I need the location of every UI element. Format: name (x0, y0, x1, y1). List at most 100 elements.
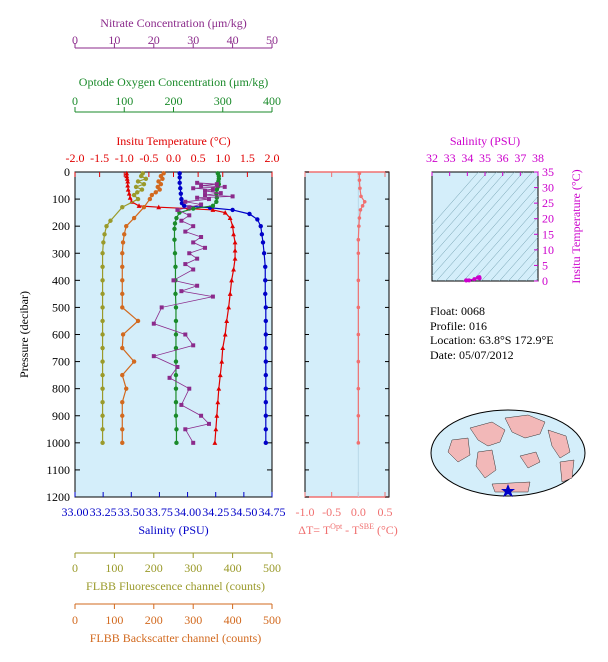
oxygen-data-point (174, 440, 179, 446)
oxygen-tick-label: 0 (72, 94, 78, 108)
salinity-tick-label: 34.25 (202, 505, 229, 519)
salinity-data-point (263, 278, 268, 283)
fluorescence-data-point (135, 196, 141, 202)
ts-density-contour (508, 247, 538, 281)
nitrate-tick-label: 10 (108, 33, 120, 47)
world-map-land (491, 481, 531, 493)
backscatter-tick-label: 400 (224, 613, 242, 627)
backscatter-data-point (149, 192, 155, 198)
fluorescence-axis-label: FLBB Fluorescence channel (counts) (86, 579, 265, 593)
temperature-tick-label: -1.0 (115, 151, 134, 165)
ts-salinity-tick-label: 35 (479, 151, 491, 165)
temperature-data-point (227, 215, 233, 221)
oxygen-data-point (173, 291, 178, 297)
salinity-data-point (259, 232, 265, 237)
fluorescence-tick-label: 0 (72, 561, 78, 575)
salinity-data-point (178, 191, 184, 196)
salinity-axis-label: Salinity (PSU) (138, 523, 208, 537)
fluorescence-data-point (100, 413, 105, 418)
temperature-series-line (126, 173, 236, 443)
pressure-tick-label: 300 (52, 246, 70, 260)
fluorescence-data-point (138, 173, 144, 179)
backscatter-data-point (120, 345, 125, 351)
delta-t-data-point (362, 199, 367, 204)
nitrate-data-point (195, 180, 200, 185)
temperature-data-point (232, 247, 238, 253)
delta-t-data-point (358, 186, 362, 191)
temperature-data-point (125, 178, 131, 184)
ts-density-contour (432, 172, 515, 267)
world-map-land (504, 414, 546, 439)
delta-t-data-point (356, 359, 361, 364)
oxygen-tick-label: 400 (263, 94, 281, 108)
temperature-tick-label: -1.5 (90, 151, 109, 165)
pressure-tick-label: 500 (52, 300, 70, 314)
nitrate-tick-label: 0 (72, 33, 78, 47)
fluorescence-data-point (100, 332, 105, 337)
ts-salinity-tick-label: 32 (426, 151, 438, 165)
temperature-data-point (215, 399, 221, 405)
ts-salinity-tick-label: 38 (532, 151, 544, 165)
temperature-data-point (124, 170, 130, 176)
ts-density-contour (432, 172, 488, 236)
delta-t-data-point (356, 413, 361, 418)
nitrate-data-point (187, 213, 192, 218)
oxygen-data-point (214, 195, 220, 200)
nitrate-data-point (222, 184, 227, 189)
oxygen-data-point (214, 199, 219, 204)
ts-salinity-axis-label: Salinity (PSU) (450, 134, 520, 148)
salinity-data-point (177, 171, 182, 176)
temperature-data-point (125, 182, 131, 188)
delta-t-tick-label: -0.5 (322, 505, 341, 519)
ts-salinity-tick-label: 37 (514, 151, 526, 165)
nitrate-data-point (199, 202, 204, 207)
oxygen-data-point (173, 318, 179, 324)
temperature-data-point (222, 331, 228, 337)
temperature-tick-label: 1.0 (215, 151, 230, 165)
temperature-data-point (229, 277, 235, 283)
nitrate-series-line (152, 182, 233, 444)
backscatter-data-point (141, 205, 147, 210)
delta-t-tick-label: 0.5 (378, 505, 393, 519)
delta-t-data-point (356, 251, 361, 256)
ts-data-point (477, 276, 482, 281)
salinity-data-point (263, 427, 269, 432)
salinity-data-point (263, 332, 269, 337)
nitrate-data-point (183, 427, 188, 432)
fluorescence-data-point (100, 386, 105, 391)
nitrate-data-point (206, 197, 211, 202)
salinity-data-point (230, 207, 235, 213)
temperature-data-point (231, 231, 236, 237)
salinity-data-point (258, 223, 263, 229)
ts-data-point (472, 277, 477, 282)
fluorescence-data-point (100, 291, 105, 297)
fluorescence-data-point (141, 181, 147, 187)
ts-density-contour (436, 172, 533, 281)
pressure-tick-label: 1000 (46, 436, 70, 450)
ts-contours (432, 172, 538, 281)
ts-plot-area (431, 171, 539, 282)
temperature-data-point (219, 358, 225, 364)
salinity-data-point (263, 400, 269, 405)
nitrate-data-point (179, 402, 184, 407)
fluorescence-data-point (100, 400, 105, 405)
ts-density-contour (432, 172, 479, 226)
fluorescence-data-point (135, 179, 141, 184)
ts-density-contour (454, 185, 538, 281)
temperature-data-point (231, 266, 236, 272)
salinity-data-point (263, 440, 269, 446)
temperature-data-point (210, 207, 216, 212)
salinity-data-point (178, 186, 183, 191)
nitrate-data-point (203, 193, 208, 198)
delta-t-data-point (356, 278, 361, 283)
nitrate-data-point (203, 188, 208, 193)
oxygen-data-point (173, 359, 179, 364)
fluorescence-data-point (135, 190, 140, 195)
world-map-land (469, 421, 506, 447)
fluorescence-data-point (139, 187, 145, 192)
ts-temperature-axis-label: Insitu Temperature (°C) (569, 169, 583, 283)
fluorescence-data-point (100, 440, 105, 446)
date-text: Date: 05/07/2012 (430, 347, 514, 362)
salinity-tick-label: 33.75 (146, 505, 173, 519)
ts-density-contour (432, 172, 497, 246)
